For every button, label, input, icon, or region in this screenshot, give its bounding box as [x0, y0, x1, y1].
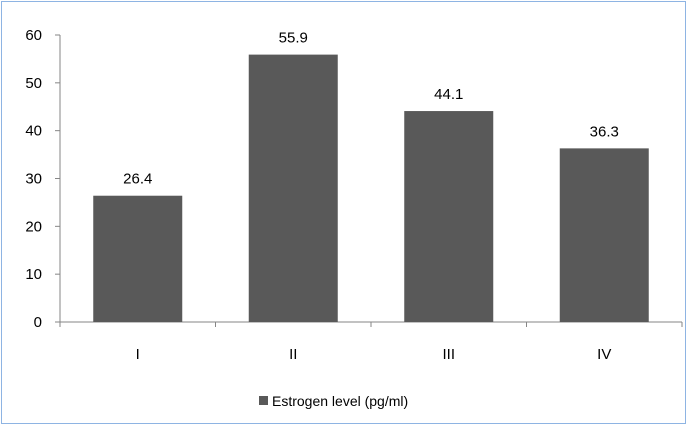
y-tick-label: 0: [34, 314, 42, 331]
bar: [248, 54, 338, 323]
data-label: 44.1: [434, 86, 463, 103]
data-label: 26.4: [123, 171, 152, 188]
y-tick-labels: 0 10 20 30 40 50 60: [25, 27, 42, 331]
data-labels: 26.4 55.9 44.1 36.3: [123, 30, 619, 188]
y-tick-label: 60: [25, 27, 42, 44]
x-tick-labels: I II III IV: [136, 346, 612, 363]
bars: [93, 54, 649, 323]
y-tick-label: 50: [25, 75, 42, 92]
y-tick-label: 20: [25, 218, 42, 235]
x-tick-label: III: [442, 346, 455, 363]
x-tick-label: II: [289, 346, 297, 363]
data-label: 36.3: [590, 123, 619, 140]
legend: Estrogen level (pg/ml): [259, 393, 408, 409]
y-tick-label: 10: [25, 266, 42, 283]
legend-swatch: [259, 396, 268, 405]
bar: [559, 148, 649, 322]
bar: [93, 195, 183, 322]
legend-label: Estrogen level (pg/ml): [272, 393, 408, 409]
x-tick-label: IV: [597, 346, 611, 363]
y-tick-label: 30: [25, 171, 42, 188]
y-tick-label: 40: [25, 123, 42, 140]
x-tick-label: I: [136, 346, 140, 363]
bar: [404, 111, 494, 323]
data-label: 55.9: [279, 30, 308, 47]
